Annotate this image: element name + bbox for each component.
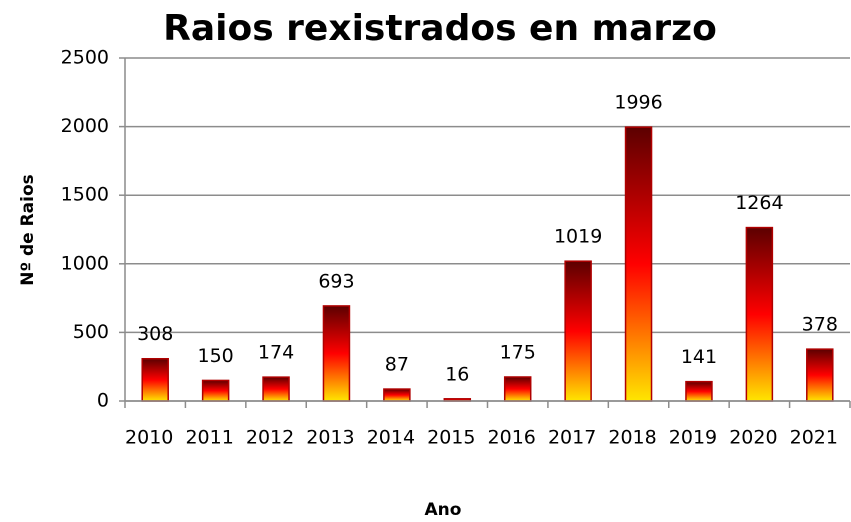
y-tick-label: 500 <box>73 321 109 343</box>
bar <box>685 380 713 402</box>
y-axis-label: Nº de Raios <box>18 174 38 286</box>
bar <box>383 388 411 402</box>
y-tick-label: 2000 <box>61 115 109 137</box>
x-tick-label: 2016 <box>488 427 536 449</box>
x-tick-label: 2019 <box>669 427 717 449</box>
x-tick-label: 2015 <box>427 427 475 449</box>
data-label: 1264 <box>735 192 783 214</box>
y-tick-label: 2500 <box>61 47 109 69</box>
x-tick-label: 2013 <box>306 427 354 449</box>
y-tick-label: 1000 <box>61 252 109 274</box>
data-label: 1996 <box>614 92 662 114</box>
x-tick-label: 2014 <box>367 427 415 449</box>
data-label: 174 <box>258 342 294 364</box>
data-label: 16 <box>445 363 469 385</box>
x-tick-label: 2021 <box>790 427 838 449</box>
x-tick-label: 2017 <box>548 427 596 449</box>
chart-title: Raios rexistrados en marzo <box>163 8 717 49</box>
bar <box>564 260 592 402</box>
data-label: 693 <box>318 270 354 292</box>
x-axis-label: Ano <box>425 500 462 520</box>
x-tick-label: 2012 <box>246 427 294 449</box>
x-tick-label: 2018 <box>608 427 656 449</box>
y-tick-label: 0 <box>97 390 109 412</box>
data-label: 1019 <box>554 226 602 248</box>
bar <box>624 126 653 402</box>
y-tick-label: 1500 <box>61 184 109 206</box>
x-tick-label: 2020 <box>729 427 777 449</box>
bar <box>201 379 230 402</box>
data-label: 308 <box>137 323 173 345</box>
x-tick-label: 2010 <box>125 427 173 449</box>
data-label: 150 <box>197 345 233 367</box>
bar <box>503 376 532 402</box>
bar <box>322 305 351 402</box>
data-label: 175 <box>500 341 536 363</box>
data-label: 378 <box>802 314 838 336</box>
data-label: 141 <box>681 346 717 368</box>
bar <box>141 357 169 402</box>
data-label: 87 <box>385 354 409 376</box>
bar <box>745 226 774 402</box>
bar <box>806 348 834 402</box>
bar <box>262 376 290 402</box>
x-tick-label: 2011 <box>185 427 233 449</box>
